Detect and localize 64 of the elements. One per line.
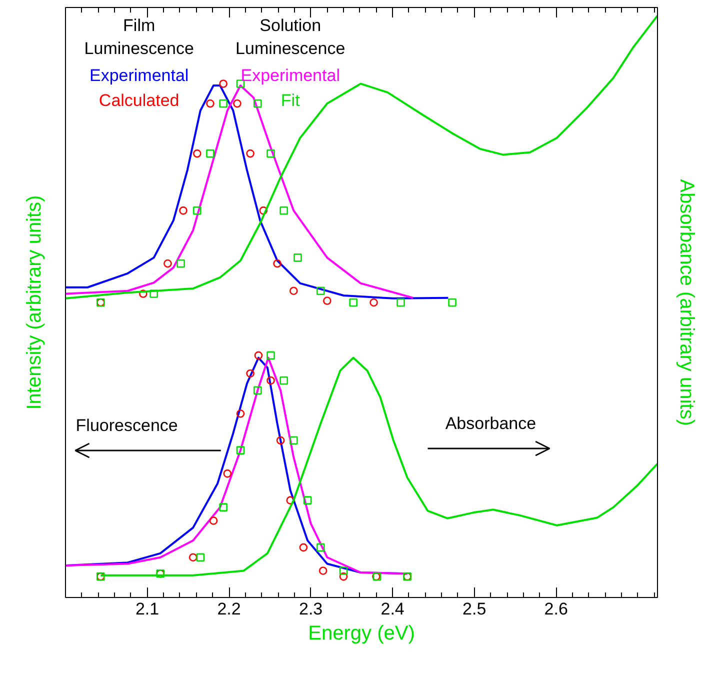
series-label: Experimental [240,66,340,85]
y-axis-title: Intensity (arbitrary units) [24,195,46,410]
point [219,80,228,88]
x-tick-label: 2.1 [135,600,160,618]
series-label: Fit [280,91,300,110]
y2-axis-title: Absorbance (arbitrary units) [676,179,698,426]
point [299,543,308,552]
x-tick-label: 2.3 [298,600,323,618]
point [179,206,188,215]
x-tick-label: 2.6 [544,600,568,618]
point [316,543,325,552]
point [254,386,262,395]
x-tick-label: 2.5 [462,600,486,618]
point [223,469,232,478]
point [303,496,312,504]
point [339,566,348,575]
point [206,149,214,158]
point [219,503,228,512]
point [323,296,332,305]
point [192,149,202,158]
point [266,351,275,360]
point [266,376,275,385]
point [176,259,185,268]
point [259,206,268,215]
annotation: Film Luminescence [84,16,194,58]
point [139,290,148,298]
point [206,99,214,108]
annotation: Fluorescence [76,416,178,435]
point [196,553,205,562]
point [236,446,245,454]
point [316,286,325,296]
point [276,436,285,445]
point [164,259,172,268]
point [289,436,298,445]
point [273,259,282,268]
point [233,99,242,108]
annotation: Absorbance [445,414,536,433]
point [209,516,218,525]
point [289,286,298,296]
series-label: Experimental [89,66,189,85]
x-tick-label: 2.2 [217,600,241,618]
point [254,99,262,108]
point [339,572,348,581]
point [192,206,202,215]
point [370,298,378,307]
point [236,409,245,418]
x-axis-title: Energy (eV) [308,622,415,644]
point [246,369,254,378]
point [349,298,358,307]
point [266,149,275,158]
point [448,298,456,307]
point [396,298,405,307]
x-tick-label: 2.4 [380,600,404,618]
point [150,290,158,298]
point [188,553,198,562]
point [219,99,228,108]
annotation: Solution Luminescence [236,16,346,58]
point [254,351,263,360]
point [280,376,288,385]
point [280,206,288,215]
point [294,254,302,262]
point [246,149,254,158]
series-label: Calculated [98,91,180,110]
point [318,566,328,575]
